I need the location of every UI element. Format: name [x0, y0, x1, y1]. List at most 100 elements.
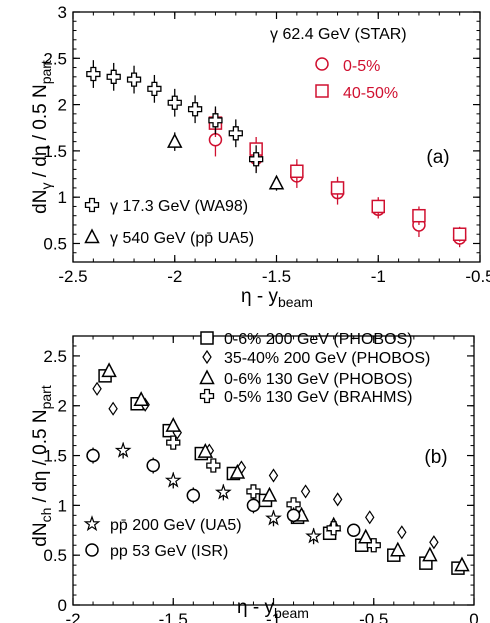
y-tick-label: 2.5 [43, 49, 67, 68]
y-tick-label: 0.5 [43, 546, 67, 565]
y-axis-label-sub: part [38, 385, 54, 409]
data-point [452, 227, 467, 241]
data-point [86, 448, 100, 463]
y-tick-label: 2 [58, 397, 67, 416]
y-tick-label: 0.5 [43, 234, 67, 253]
legend-marker [83, 515, 101, 532]
data-point [108, 401, 118, 416]
y-axis-label-part: / dη / 0.5 N [30, 409, 51, 507]
y-tick-label: 1.5 [43, 447, 67, 466]
data-point [357, 528, 374, 544]
y-axis-label-part: dN [30, 190, 51, 214]
data-point [429, 535, 439, 550]
x-tick-label: -2 [167, 267, 182, 286]
data-point [86, 66, 101, 82]
series-square [208, 109, 467, 242]
legend-label: 0-6% 130 GeV (PHOBOS) [224, 371, 413, 388]
panel-b: -2 -1.5 -1 -0.5 0 0 0.5 1 1.5 2 2.5 η - ybeam dNch /… [30, 331, 479, 623]
y-tick-label: 3 [58, 3, 67, 22]
data-point [371, 199, 385, 214]
y-axis-label: dNγ / dη / 0.5 Npart [30, 60, 54, 214]
y-tick-label: 2 [58, 96, 67, 115]
y-tick-label: 0 [58, 596, 67, 615]
data-point [390, 541, 406, 557]
data-point [164, 471, 182, 488]
legend-label: 35-40% 200 GeV (PHOBOS) [224, 350, 430, 367]
y-tick-label: 1 [58, 188, 67, 207]
data-point [246, 498, 261, 513]
data-point [133, 391, 149, 407]
data-point [165, 417, 181, 432]
legend-label: pp̄ 200 GeV (UA5) [110, 517, 242, 534]
legend-marker [315, 57, 329, 71]
data-point [286, 508, 301, 523]
y-axis-label-sub: ch [38, 508, 54, 523]
legend-label: 0-6% 200 GeV (PHOBOS) [224, 331, 413, 348]
x-axis-label-main: η - y [241, 286, 278, 307]
legend-marker [84, 197, 100, 213]
data-point [92, 381, 102, 396]
legend-title: γ 62.4 GeV (STAR) [270, 26, 407, 43]
x-axis-label-main: η - y [237, 597, 274, 618]
x-tick-label: -1.5 [159, 610, 188, 623]
legend-marker [200, 331, 214, 345]
x-axis-label: η - ybeam [241, 286, 313, 310]
series-circle [86, 447, 361, 538]
legend-label: 0-5% 130 GeV (BRAHMS) [224, 389, 413, 406]
y-axis-label-part: dN [30, 522, 51, 546]
x-tick-label: -1 [371, 267, 386, 286]
data-point [454, 556, 470, 572]
x-tick-label: -1.5 [262, 267, 291, 286]
data-point [422, 546, 438, 562]
legend-label: γ 540 GeV (pp̄ UA5) [110, 230, 254, 247]
y-axis-label: dNch / dη / 0.5 Npart [30, 385, 54, 547]
y-tick-label: 2.5 [43, 347, 67, 366]
data-point [187, 102, 203, 117]
data-point [206, 458, 221, 473]
y-tick-label: 1.5 [43, 142, 67, 161]
data-point [214, 483, 232, 500]
data-point [106, 69, 121, 84]
series-cross [86, 60, 264, 174]
data-point [246, 484, 261, 499]
data-point [412, 208, 426, 223]
data-point [146, 458, 160, 473]
data-point [229, 463, 246, 479]
data-point [365, 510, 375, 525]
data-point [265, 509, 282, 526]
x-tick-label: -2 [65, 610, 80, 623]
y-axis-label-part: / dη / 0.5 N [30, 84, 51, 182]
data-point [397, 525, 407, 540]
legend-label: γ 17.3 GeV (WA98) [110, 198, 248, 215]
data-point [186, 488, 201, 503]
series-triangle [167, 132, 285, 191]
legend-marker [315, 84, 329, 98]
panel-label: (a) [426, 147, 449, 168]
x-axis-label-sub: beam [278, 294, 313, 310]
data-point [126, 72, 142, 87]
x-tick-label: -1 [266, 610, 281, 623]
data-point [261, 486, 278, 502]
data-point [114, 441, 132, 458]
data-point [208, 113, 223, 128]
data-point [167, 133, 183, 148]
data-point [147, 81, 162, 97]
y-axis-label-sub: γ [38, 183, 54, 190]
data-point [228, 126, 243, 141]
series-cross [166, 435, 381, 553]
data-point [248, 152, 264, 167]
panel-a: -2.5 -2 -1.5 -1 -0.50.511.522.53η - ybeamdNγ… [30, 3, 490, 310]
data-point [268, 468, 279, 483]
data-point [268, 174, 285, 190]
data-point [330, 181, 345, 195]
data-point [305, 527, 323, 544]
data-point [366, 538, 381, 553]
data-point [101, 362, 117, 378]
x-tick-label: 0 [469, 610, 478, 623]
legend-marker [202, 349, 212, 365]
data-point [197, 442, 214, 458]
legend-marker [85, 543, 99, 557]
data-point [300, 484, 311, 499]
data-point [290, 164, 304, 179]
